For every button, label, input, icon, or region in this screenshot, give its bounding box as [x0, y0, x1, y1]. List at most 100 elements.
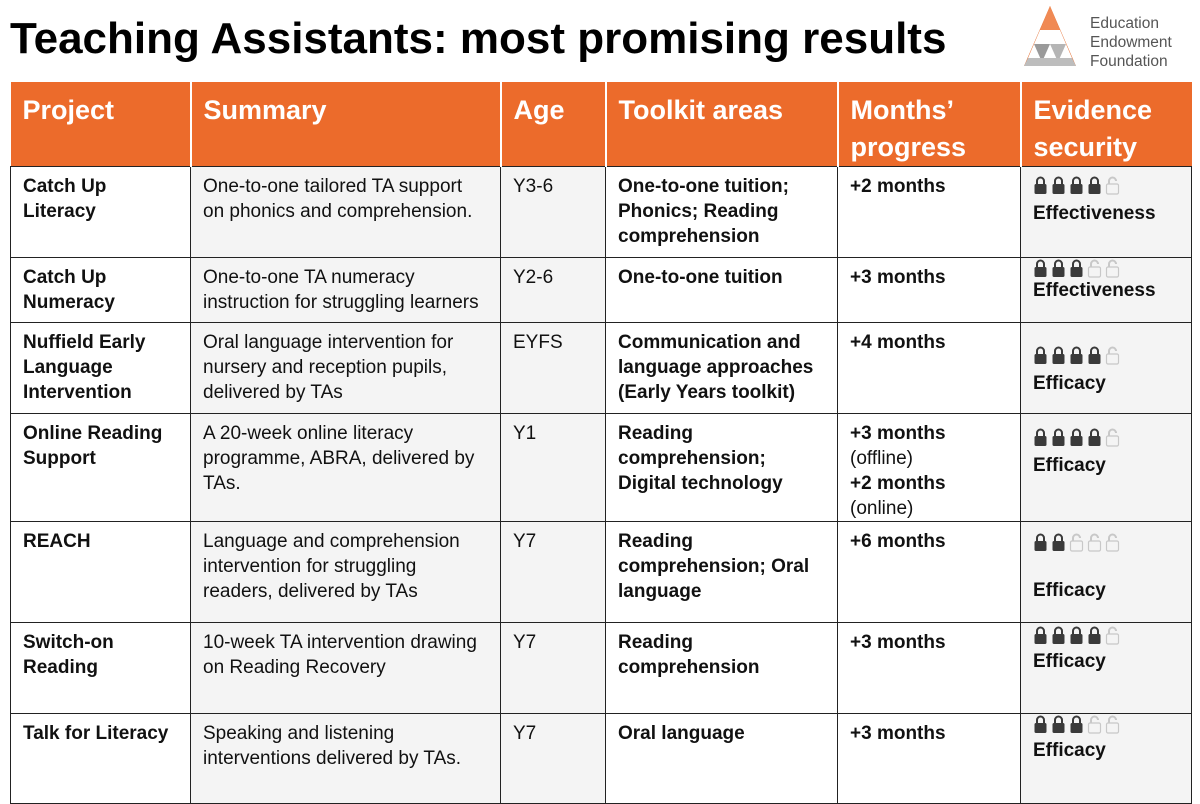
evidence-cell: Effectiveness	[1020, 257, 1192, 323]
summary-cell: One-to-one TA numeracy instruction for s…	[190, 257, 501, 323]
table-row: Catch Up Literacy One-to-one tailored TA …	[10, 166, 1192, 258]
toolkit-cell: Oral language	[605, 713, 838, 804]
toolkit-cell: Reading comprehension; Digital technolog…	[605, 413, 838, 522]
progress-value: +3 months	[850, 632, 946, 653]
lock-open-icon	[1105, 428, 1120, 447]
project-cell: Nuffield Early Language Intervention	[10, 322, 191, 414]
evidence-cell: Efficacy	[1020, 622, 1192, 714]
progress-value: +2 months	[850, 176, 946, 197]
evidence-label: Efficacy	[1033, 580, 1106, 601]
project-cell: Online Reading Support	[10, 413, 191, 522]
logo-line3: Foundation	[1090, 53, 1168, 70]
progress-cell: +4 months	[837, 322, 1021, 414]
progress-value: +3 months	[850, 267, 946, 288]
col-header-progress: Months’ progress	[836, 82, 1021, 167]
security-locks	[1033, 532, 1179, 552]
lock-closed-icon	[1034, 259, 1047, 277]
age-cell: Y7	[500, 521, 606, 623]
progress-value: +2 months	[850, 473, 946, 494]
toolkit-cell: Communication and language approaches (E…	[605, 322, 838, 414]
summary-cell: Speaking and listening interventions del…	[190, 713, 501, 804]
progress-note: (offline)	[850, 448, 914, 469]
table-header-row: Project Summary Age Toolkit areas Months…	[10, 82, 1192, 167]
lock-closed-icon	[1070, 715, 1083, 733]
project-cell: Switch-on Reading	[10, 622, 191, 714]
toolkit-cell: Reading comprehension; Oral language	[605, 521, 838, 623]
lock-open-icon	[1105, 715, 1120, 734]
lock-open-icon	[1087, 259, 1102, 278]
lock-closed-icon	[1034, 715, 1047, 733]
lock-closed-icon	[1052, 176, 1065, 194]
lock-closed-icon	[1034, 626, 1047, 644]
table-row: Talk for Literacy Speaking and listening …	[10, 713, 1192, 804]
summary-cell: 10-week TA intervention drawing on Readi…	[190, 622, 501, 714]
lock-open-icon	[1105, 176, 1120, 195]
summary-cell: Language and comprehension intervention …	[190, 521, 501, 623]
lock-closed-icon	[1070, 259, 1083, 277]
logo-line2: Endowment	[1090, 34, 1172, 51]
security-locks	[1033, 714, 1179, 734]
lock-open-icon	[1087, 715, 1102, 734]
project-cell: REACH	[10, 521, 191, 623]
lock-closed-icon	[1070, 346, 1083, 364]
age-cell: Y3-6	[500, 166, 606, 258]
lock-closed-icon	[1034, 533, 1047, 551]
lock-open-icon	[1087, 533, 1102, 552]
lock-closed-icon	[1088, 176, 1101, 194]
project-cell: Catch Up Numeracy	[10, 257, 191, 323]
evidence-label: Efficacy	[1033, 455, 1106, 476]
table-row: Switch-on Reading 10-week TA intervention…	[10, 622, 1192, 714]
logo-line1: Education	[1090, 15, 1159, 32]
lock-open-icon	[1105, 626, 1120, 645]
age-cell: Y7	[500, 713, 606, 804]
table-row: Online Reading Support A 20-week online l…	[10, 413, 1192, 522]
lock-open-icon	[1105, 259, 1120, 278]
lock-closed-icon	[1052, 533, 1065, 551]
lock-closed-icon	[1034, 176, 1047, 194]
table-row: Nuffield Early Language Intervention Oral…	[10, 322, 1192, 414]
lock-closed-icon	[1088, 346, 1101, 364]
lock-closed-icon	[1052, 715, 1065, 733]
progress-cell: +2 months	[837, 166, 1021, 258]
progress-cell: +3 months (offline) +2 months (online)	[837, 413, 1021, 522]
lock-closed-icon	[1034, 346, 1047, 364]
eef-logo: Education Endowment Foundation	[1020, 4, 1195, 76]
page-title: Teaching Assistants: most promising resu…	[10, 14, 947, 63]
age-cell: Y7	[500, 622, 606, 714]
summary-cell: Oral language intervention for nursery a…	[190, 322, 501, 414]
security-locks	[1033, 427, 1179, 447]
results-table: Project Summary Age Toolkit areas Months…	[10, 82, 1192, 804]
age-cell: EYFS	[500, 322, 606, 414]
evidence-cell: Efficacy	[1020, 521, 1192, 623]
security-locks	[1033, 345, 1179, 365]
evidence-cell: Efficacy	[1020, 322, 1192, 414]
lock-closed-icon	[1052, 428, 1065, 446]
evidence-cell: Efficacy	[1020, 713, 1192, 804]
lock-closed-icon	[1052, 626, 1065, 644]
progress-value: +4 months	[850, 332, 946, 353]
progress-cell: +6 months	[837, 521, 1021, 623]
evidence-label: Efficacy	[1033, 373, 1106, 394]
toolkit-cell: One-to-one tuition	[605, 257, 838, 323]
security-locks	[1033, 625, 1179, 645]
evidence-label: Effectiveness	[1033, 203, 1156, 224]
progress-cell: +3 months	[837, 622, 1021, 714]
col-header-evidence: Evidence security	[1019, 82, 1192, 167]
summary-cell: A 20-week online literacy programme, ABR…	[190, 413, 501, 522]
table-row: REACH Language and comprehension interven…	[10, 521, 1192, 623]
lock-open-icon	[1105, 533, 1120, 552]
toolkit-cell: One-to-one tuition; Phonics; Reading com…	[605, 166, 838, 258]
lock-closed-icon	[1070, 626, 1083, 644]
project-cell: Catch Up Literacy	[10, 166, 191, 258]
evidence-label: Efficacy	[1033, 651, 1106, 672]
evidence-cell: Effectiveness	[1020, 166, 1192, 258]
eef-logo-icon	[1024, 6, 1076, 66]
lock-closed-icon	[1088, 626, 1101, 644]
progress-value: +3 months	[850, 723, 946, 744]
progress-cell: +3 months	[837, 713, 1021, 804]
lock-open-icon	[1069, 533, 1084, 552]
progress-cell: +3 months	[837, 257, 1021, 323]
lock-closed-icon	[1070, 428, 1083, 446]
lock-open-icon	[1105, 346, 1120, 365]
table-row: Catch Up Numeracy One-to-one TA numeracy …	[10, 257, 1192, 323]
